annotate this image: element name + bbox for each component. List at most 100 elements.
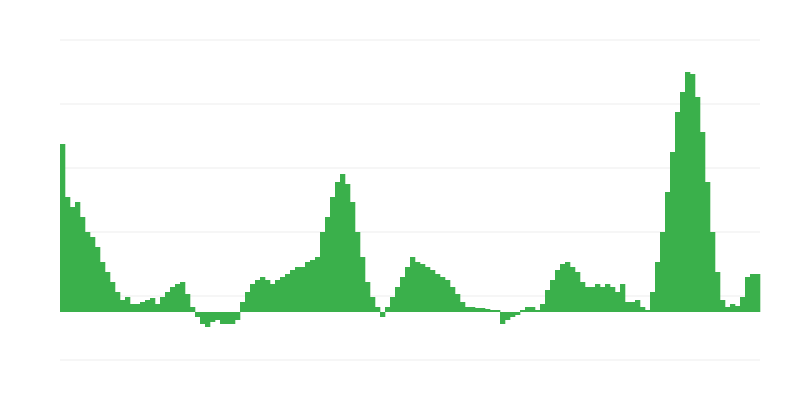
bar (695, 97, 701, 312)
bar (595, 284, 601, 312)
bar (380, 312, 386, 317)
bar (505, 312, 511, 320)
bar (160, 297, 166, 312)
bar (615, 292, 621, 312)
bar (600, 287, 606, 312)
bar (80, 217, 86, 312)
bar (230, 312, 236, 324)
bar (660, 232, 666, 312)
bar (530, 307, 536, 312)
bar (495, 310, 501, 312)
bar (145, 300, 151, 312)
bar (340, 174, 346, 312)
bar (500, 312, 506, 324)
bar (435, 274, 441, 312)
bar (460, 302, 466, 312)
bar (415, 262, 421, 312)
bar (185, 294, 191, 312)
bar (750, 274, 756, 312)
bar (455, 294, 461, 312)
bar (345, 184, 351, 312)
bar (60, 144, 66, 312)
bar (585, 287, 591, 312)
bar (180, 282, 186, 312)
bar (590, 287, 596, 312)
bar (490, 310, 496, 312)
bar (540, 304, 546, 312)
bar (630, 302, 636, 312)
bar (720, 300, 726, 312)
bar (125, 297, 131, 312)
bar (440, 277, 446, 312)
bar (525, 307, 531, 312)
bar (480, 308, 486, 312)
bar (410, 257, 416, 312)
bar (200, 312, 206, 324)
bar (310, 260, 316, 312)
bar (450, 287, 456, 312)
bar (640, 307, 646, 312)
bar (245, 292, 251, 312)
bar (705, 182, 711, 312)
bar (110, 282, 116, 312)
bar (360, 257, 366, 312)
bar (325, 217, 331, 312)
bar (735, 306, 741, 312)
bar (115, 292, 121, 312)
bar (350, 202, 356, 312)
bar (620, 284, 626, 312)
bar (485, 309, 491, 312)
bar (225, 312, 231, 324)
bar (400, 277, 406, 312)
bar (430, 270, 436, 312)
bar (210, 312, 216, 322)
bar (235, 312, 241, 320)
bar (685, 72, 691, 312)
bar (140, 302, 146, 312)
bar (365, 282, 371, 312)
bar (475, 308, 481, 312)
bar (90, 237, 96, 312)
bar (580, 282, 586, 312)
bar (305, 262, 311, 312)
bar (265, 280, 271, 312)
bar (510, 312, 516, 317)
bar (175, 284, 181, 312)
bar (275, 280, 281, 312)
bar (425, 267, 431, 312)
bar (330, 197, 336, 312)
bar (190, 307, 196, 312)
bar (725, 307, 731, 312)
bar (635, 300, 641, 312)
bar (315, 257, 321, 312)
bar (465, 307, 471, 312)
bar (690, 74, 696, 312)
bar (570, 267, 576, 312)
bar (390, 297, 396, 312)
bar (715, 272, 721, 312)
bar (355, 232, 361, 312)
bar (65, 197, 71, 312)
bar (100, 262, 106, 312)
bar (550, 280, 556, 312)
bar (535, 310, 541, 312)
bar (645, 310, 651, 312)
bar (240, 302, 246, 312)
bar (710, 232, 716, 312)
bar (740, 297, 746, 312)
bar (575, 272, 581, 312)
bar (515, 312, 521, 315)
bar (120, 300, 126, 312)
bar (260, 277, 266, 312)
bar (205, 312, 211, 327)
bar (420, 264, 426, 312)
bar (270, 284, 276, 312)
bar (610, 287, 616, 312)
bar (675, 112, 681, 312)
bar (470, 307, 476, 312)
bar (320, 232, 326, 312)
bar (155, 304, 161, 312)
bar (85, 232, 91, 312)
bar (545, 290, 551, 312)
